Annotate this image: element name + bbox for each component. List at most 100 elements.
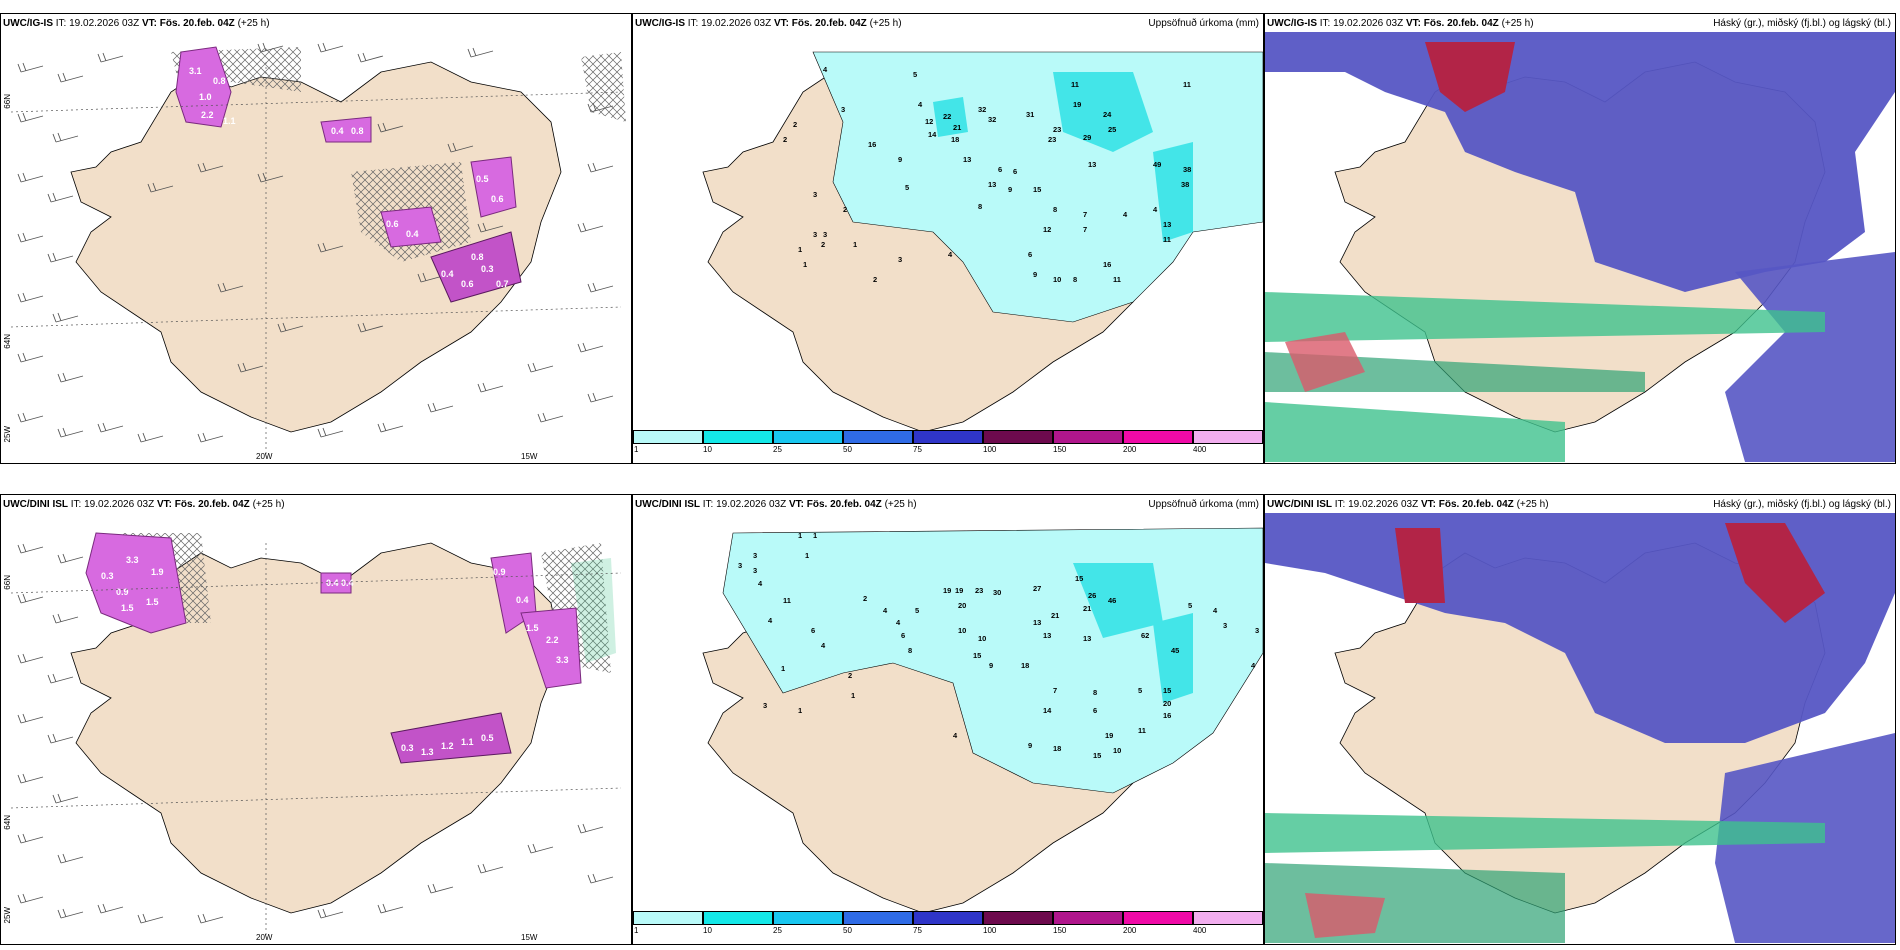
precip-light-area	[812, 51, 1263, 323]
svg-text:1: 1	[805, 551, 809, 560]
panel-title: UWC/IG-IS IT: 19.02.2026 03Z VT: Fös. 20…	[3, 18, 270, 29]
svg-text:0.5: 0.5	[476, 174, 489, 184]
svg-text:7: 7	[1083, 225, 1087, 234]
colorbar-tick: 10	[703, 445, 712, 454]
svg-text:10: 10	[1113, 746, 1121, 755]
colorbar-tick: 25	[773, 445, 782, 454]
svg-text:13: 13	[1033, 618, 1041, 627]
high-cloud-area	[1265, 32, 1895, 292]
svg-text:11: 11	[1163, 235, 1171, 244]
svg-text:16: 16	[1163, 711, 1171, 720]
panel-title: UWC/IG-IS IT: 19.02.2026 03Z VT: Fös. 20…	[635, 18, 902, 29]
svg-text:1.5: 1.5	[146, 597, 159, 607]
lon-label: 20W	[256, 933, 273, 942]
svg-text:16: 16	[1103, 260, 1111, 269]
svg-text:23: 23	[975, 586, 983, 595]
svg-text:62: 62	[1141, 631, 1149, 640]
svg-text:2: 2	[863, 594, 867, 603]
svg-text:3: 3	[813, 230, 817, 239]
svg-text:1: 1	[851, 691, 855, 700]
snow-values: 3.1 0.8 1.0 2.2 1.1 0.4 0.8 0.6 0.4 0.5 …	[189, 66, 509, 289]
svg-text:4: 4	[758, 579, 763, 588]
svg-text:0.6: 0.6	[461, 279, 474, 289]
svg-text:0.6: 0.6	[491, 194, 504, 204]
svg-text:8: 8	[978, 202, 982, 211]
svg-text:2: 2	[873, 275, 877, 284]
wind-map: 3.3 1.9 0.3 1.5 0.9 1.5 0.4 0.9 0.3 1.3 …	[10, 532, 622, 938]
cloud-dark-red	[1425, 42, 1515, 112]
snow-values: 3.3 1.9 0.3 1.5 0.9 1.5 0.4 0.9 0.3 1.3 …	[101, 555, 569, 757]
svg-text:18: 18	[951, 135, 959, 144]
svg-text:3: 3	[753, 566, 757, 575]
svg-text:0.4: 0.4	[406, 229, 419, 239]
svg-text:16: 16	[868, 140, 876, 149]
svg-text:0.9: 0.9	[116, 587, 129, 597]
precip-values: 4 5 3 2 2 4 12 22 21 32 32 31 11 19 14 1…	[783, 65, 1191, 284]
svg-text:0.8: 0.8	[471, 252, 484, 262]
colorbar-tick: 100	[983, 926, 997, 935]
svg-text:7: 7	[1083, 210, 1087, 219]
svg-text:0.4: 0.4	[331, 126, 344, 136]
svg-text:1: 1	[798, 531, 802, 540]
svg-text:18: 18	[1021, 661, 1029, 670]
panel-title: UWC/DINI ISL IT: 19.02.2026 03Z VT: Fös.…	[3, 499, 285, 510]
svg-text:21: 21	[1051, 611, 1059, 620]
wind-map: 3.1 0.8 1.0 2.2 1.1 0.4 0.8 0.6 0.4 0.5 …	[10, 42, 626, 457]
cloud-panel-top: UWC/IG-IS IT: 19.02.2026 03Z VT: Fös. 20…	[1264, 13, 1896, 464]
svg-text:2.2: 2.2	[201, 110, 214, 120]
colorbar-tick: 25	[773, 926, 782, 935]
svg-text:15: 15	[1093, 751, 1101, 760]
lon-label: 15W	[521, 452, 538, 461]
colorbar-tick: 150	[1053, 445, 1067, 454]
svg-text:21: 21	[1083, 604, 1091, 613]
svg-text:0.4: 0.4	[441, 269, 454, 279]
svg-text:9: 9	[898, 155, 902, 164]
cloud-map	[1265, 513, 1895, 943]
svg-text:0.5: 0.5	[481, 733, 494, 743]
svg-text:4: 4	[896, 618, 901, 627]
svg-text:4: 4	[918, 100, 923, 109]
colorbar-tick: 75	[913, 445, 922, 454]
svg-text:27: 27	[1033, 584, 1041, 593]
svg-text:8: 8	[1073, 275, 1077, 284]
svg-text:2: 2	[821, 240, 825, 249]
svg-text:30: 30	[993, 588, 1001, 597]
svg-text:3: 3	[823, 230, 827, 239]
svg-text:6: 6	[901, 631, 905, 640]
svg-text:15: 15	[1075, 574, 1083, 583]
svg-text:5: 5	[913, 70, 917, 79]
svg-text:0.4: 0.4	[341, 578, 354, 588]
panel-subtitle: Háský (gr.), miðský (fj.bl.) og lágský (…	[1713, 499, 1891, 510]
snow-area	[85, 532, 187, 634]
svg-text:0.3: 0.3	[481, 264, 494, 274]
svg-text:1: 1	[798, 706, 802, 715]
panel-title: UWC/IG-IS IT: 19.02.2026 03Z VT: Fös. 20…	[1267, 18, 1534, 29]
svg-text:6: 6	[1028, 250, 1032, 259]
panel-subtitle: Háský (gr.), miðský (fj.bl.) og lágský (…	[1713, 18, 1891, 29]
svg-text:9: 9	[989, 661, 993, 670]
colorbar-tick: 10	[703, 926, 712, 935]
svg-text:19: 19	[955, 586, 963, 595]
cloud-map	[1265, 32, 1895, 462]
svg-text:38: 38	[1181, 180, 1189, 189]
svg-text:11: 11	[1183, 80, 1191, 89]
svg-text:4: 4	[1213, 606, 1218, 615]
svg-text:2.2: 2.2	[546, 635, 559, 645]
svg-text:5: 5	[915, 606, 919, 615]
svg-text:25: 25	[1108, 125, 1116, 134]
panel-subtitle: Uppsöfnuð úrkoma (mm)	[1148, 499, 1259, 510]
svg-text:45: 45	[1171, 646, 1179, 655]
lat-label: 64N	[3, 815, 12, 830]
svg-text:1.1: 1.1	[461, 737, 474, 747]
svg-text:4: 4	[883, 606, 888, 615]
svg-text:8: 8	[1053, 205, 1057, 214]
svg-text:15: 15	[973, 651, 981, 660]
svg-text:2: 2	[783, 135, 787, 144]
svg-text:12: 12	[1043, 225, 1051, 234]
colorbar-tick: 50	[843, 926, 852, 935]
svg-text:6: 6	[1093, 706, 1097, 715]
svg-text:1: 1	[853, 240, 857, 249]
svg-text:4: 4	[1153, 205, 1158, 214]
svg-text:1.3: 1.3	[421, 747, 434, 757]
svg-text:32: 32	[988, 115, 996, 124]
